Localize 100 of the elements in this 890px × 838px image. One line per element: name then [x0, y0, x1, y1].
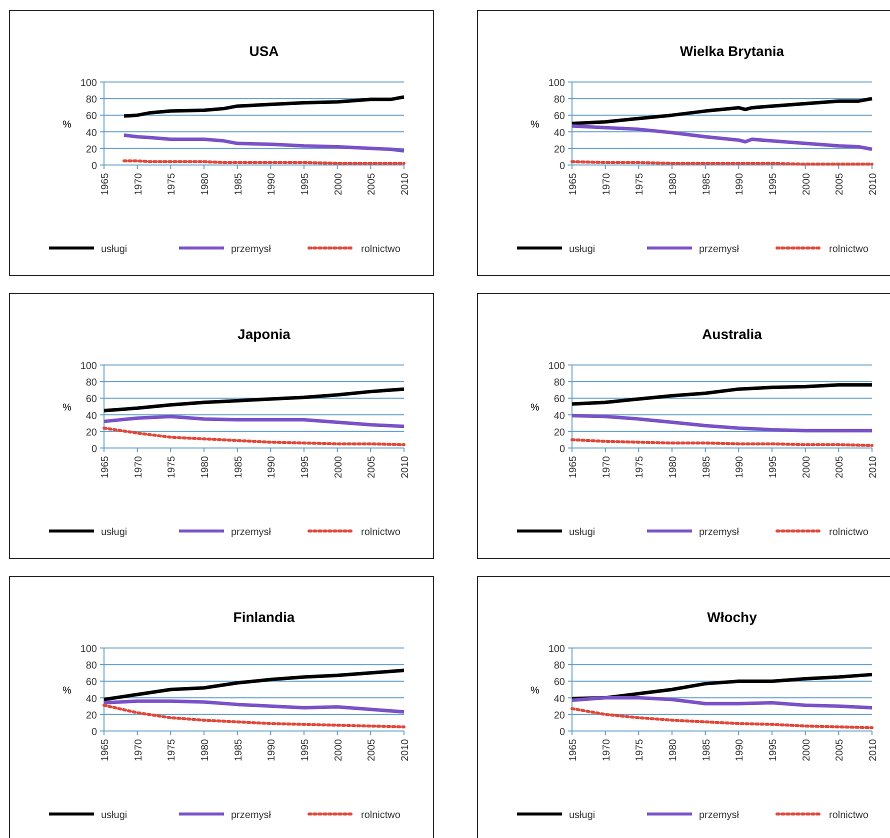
- x-tick-label: 1970: [133, 172, 144, 196]
- y-tick-label: 60: [554, 394, 566, 406]
- y-tick-label: 80: [554, 94, 566, 106]
- x-tick-label: 1980: [668, 456, 679, 478]
- y-tick-label: 20: [86, 427, 98, 438]
- legend-label: usługi: [101, 810, 128, 821]
- y-tick-label: 40: [554, 410, 566, 422]
- x-tick-label: 2000: [801, 456, 812, 478]
- y-tick-label: 0: [559, 727, 566, 738]
- x-tick-label: 1970: [133, 456, 144, 478]
- y-axis-title: %: [62, 402, 72, 414]
- chart-title: Wielka Brytania: [680, 43, 784, 59]
- line-series: [102, 704, 406, 728]
- y-tick-label: 0: [91, 727, 98, 738]
- legend-label: przemysł: [699, 527, 740, 538]
- x-tick-label: 1985: [701, 172, 712, 196]
- legend-label: rolnictwo: [829, 244, 869, 255]
- x-tick-label: 1975: [166, 456, 178, 478]
- line-series: [102, 426, 406, 446]
- legend-label: rolnictwo: [361, 244, 401, 255]
- y-tick-label: 100: [548, 644, 566, 655]
- y-tick-label: 40: [86, 694, 98, 705]
- legend-label: przemysł: [231, 527, 272, 538]
- legend-label: przemysł: [699, 244, 740, 255]
- chart-title: USA: [249, 43, 279, 59]
- x-tick-label: 2000: [333, 456, 344, 478]
- x-tick-label: 2010: [868, 456, 879, 478]
- x-tick-label: 1965: [568, 172, 579, 196]
- chart-title: Finlandia: [233, 609, 295, 625]
- chart-title: Japonia: [238, 326, 291, 342]
- x-tick-label: 2005: [834, 172, 846, 196]
- x-tick-label: 1985: [233, 172, 244, 196]
- x-tick-label: 2010: [868, 172, 879, 196]
- x-tick-label: 2000: [333, 738, 344, 762]
- x-tick-label: 2005: [366, 738, 378, 762]
- y-tick-label: 100: [80, 78, 98, 89]
- x-tick-label: 1965: [100, 172, 111, 196]
- line-series: [570, 96, 874, 126]
- y-tick-label: 60: [86, 111, 98, 122]
- x-tick-label: 1995: [300, 738, 311, 762]
- y-tick-label: 60: [86, 394, 98, 406]
- y-tick-label: 20: [554, 427, 566, 438]
- x-tick-label: 1980: [668, 738, 679, 762]
- y-tick-label: 100: [548, 361, 566, 372]
- legend-label: usługi: [569, 527, 596, 538]
- x-tick-label: 1965: [568, 738, 579, 762]
- x-tick-label: 1990: [266, 456, 278, 478]
- y-tick-label: 40: [554, 694, 566, 705]
- x-tick-label: 1965: [100, 738, 111, 762]
- x-tick-label: 1975: [634, 738, 646, 762]
- legend-label: usługi: [101, 527, 128, 538]
- y-tick-label: 60: [86, 677, 98, 688]
- y-tick-label: 40: [86, 128, 98, 139]
- x-tick-label: 1995: [768, 456, 779, 478]
- line-series: [102, 387, 406, 412]
- x-tick-label: 2005: [834, 738, 846, 762]
- x-tick-label: 2000: [801, 738, 812, 762]
- x-tick-label: 1985: [233, 456, 244, 478]
- x-tick-label: 1990: [734, 172, 746, 196]
- y-tick-label: 100: [548, 78, 566, 89]
- y-tick-label: 80: [86, 94, 98, 106]
- x-tick-label: 1985: [701, 738, 712, 762]
- legend-label: przemysł: [231, 810, 272, 821]
- x-tick-label: 1970: [601, 456, 612, 478]
- x-tick-label: 1995: [768, 738, 779, 762]
- legend-label: rolnictwo: [361, 527, 401, 538]
- x-tick-label: 1970: [601, 738, 612, 762]
- line-series: [570, 383, 874, 406]
- x-tick-label: 1980: [668, 172, 679, 196]
- x-tick-label: 1995: [300, 456, 311, 478]
- line-series: [102, 414, 406, 428]
- line-series: [570, 124, 874, 151]
- y-axis-title: %: [62, 120, 72, 130]
- y-tick-label: 20: [554, 144, 566, 156]
- x-tick-label: 1970: [133, 738, 144, 762]
- x-tick-label: 1975: [166, 172, 178, 196]
- line-series: [570, 414, 874, 432]
- y-tick-label: 60: [554, 111, 566, 122]
- x-tick-label: 1995: [768, 172, 779, 196]
- y-tick-label: 80: [554, 660, 566, 672]
- x-tick-label: 2005: [834, 456, 846, 478]
- y-axis-title: %: [530, 686, 540, 696]
- legend-label: przemysł: [231, 244, 272, 255]
- legend-label: rolnictwo: [829, 527, 869, 538]
- y-axis-title: %: [530, 120, 540, 130]
- y-tick-label: 40: [554, 128, 566, 139]
- x-tick-label: 1965: [568, 456, 579, 478]
- y-axis-title: %: [62, 686, 72, 696]
- x-tick-label: 1995: [300, 172, 311, 196]
- y-tick-label: 40: [86, 410, 98, 422]
- x-tick-label: 1980: [200, 738, 211, 762]
- x-tick-label: 1980: [200, 172, 211, 196]
- y-axis-title: %: [530, 402, 540, 414]
- x-tick-label: 2010: [400, 456, 411, 478]
- x-tick-label: 1965: [100, 456, 111, 478]
- y-tick-label: 0: [91, 161, 98, 172]
- chart-title: Australia: [702, 326, 762, 342]
- y-tick-label: 100: [80, 644, 98, 655]
- line-series: [102, 699, 406, 714]
- x-tick-label: 2005: [366, 172, 378, 196]
